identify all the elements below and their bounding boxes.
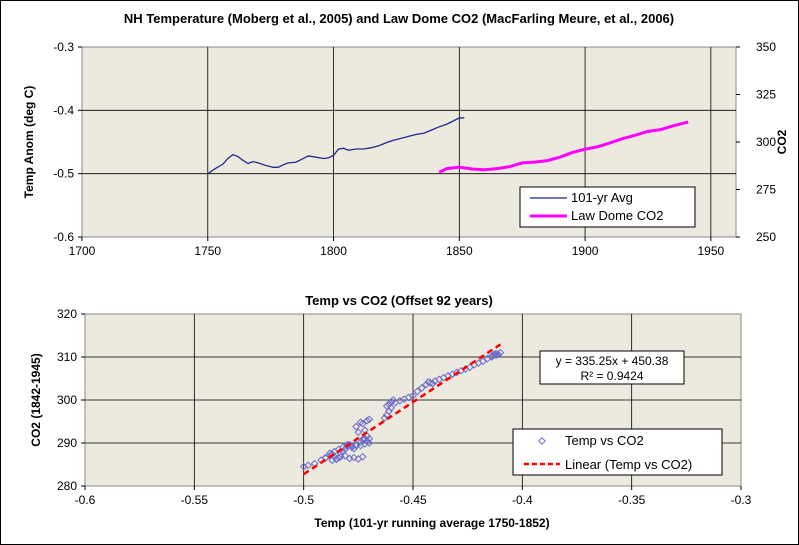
scatter-point bbox=[492, 349, 501, 358]
chart2-legend-box bbox=[512, 428, 723, 476]
scatter-point bbox=[336, 452, 345, 461]
chart2-legend-swatch-scatter bbox=[538, 437, 546, 445]
scatter-point bbox=[345, 454, 354, 463]
chart1-x-ticks: 1700 1750 1800 1850 1900 1950 bbox=[69, 237, 725, 258]
series-law-dome-co2-line bbox=[438, 120, 689, 174]
chart1-x-tick-label: 1700 bbox=[69, 244, 96, 258]
chart2-y-tick-label: 280 bbox=[57, 479, 77, 493]
scatter-point bbox=[413, 387, 422, 396]
chart2-y-ticks: 280 290 300 310 320 bbox=[57, 307, 85, 493]
scatter-point bbox=[356, 438, 365, 447]
chart2-x-axis-label: Temp (101-yr running average 1750-1852) bbox=[314, 516, 549, 530]
scatter-point bbox=[328, 456, 337, 465]
chart1-y-axis-label: Temp Anom (deg C) bbox=[22, 86, 36, 199]
chart1-x-tick-label: 1950 bbox=[697, 244, 724, 258]
scatter-point bbox=[350, 453, 358, 462]
chart1-legend-101yr: 101-yr Avg bbox=[571, 190, 633, 205]
scatter-point bbox=[341, 451, 350, 460]
chart1-legend-box bbox=[519, 186, 696, 228]
chart2-x-tick-label: -0.35 bbox=[618, 493, 646, 507]
chart1-y-ticks: -0.6 -0.5 -0.4 -0.3 bbox=[53, 40, 82, 244]
scatter-point bbox=[358, 452, 367, 461]
chart1-x-tick-label: 1800 bbox=[320, 244, 347, 258]
chart2-y-tick-label: 320 bbox=[57, 307, 77, 321]
chart1-x-tick-label: 1850 bbox=[446, 244, 473, 258]
chart1-x-tick-label: 1750 bbox=[194, 244, 221, 258]
scatter-point bbox=[365, 434, 374, 443]
chart2-x-tick-label: -0.55 bbox=[181, 493, 209, 507]
chart2-x-tick-label: -0.5 bbox=[293, 493, 314, 507]
chart1-y-tick-label: -0.4 bbox=[53, 103, 74, 117]
scatter-point bbox=[489, 350, 498, 359]
scatter-point bbox=[352, 422, 361, 431]
chart2-y-axis-label: CO2 (1842-1945) bbox=[29, 353, 43, 446]
chart1-series bbox=[207, 117, 689, 175]
chart1-y2-tick-label: 325 bbox=[756, 88, 776, 102]
chart2-x-tick-label: -0.4 bbox=[512, 493, 533, 507]
chart1-x-tick-label: 1900 bbox=[572, 244, 599, 258]
scatter-point bbox=[487, 352, 496, 361]
scatter-point bbox=[428, 379, 437, 388]
chart1-y2-ticks: 250 275 300 325 350 bbox=[736, 40, 776, 244]
scatter-point bbox=[358, 419, 367, 428]
chart1-title: NH Temperature (Moberg et al., 2005) and… bbox=[124, 11, 674, 26]
chart2-series bbox=[299, 343, 505, 476]
trendline-equation-box bbox=[539, 350, 685, 385]
chart1-y2-tick-label: 250 bbox=[756, 230, 776, 244]
chart1-y-tick-label: -0.5 bbox=[53, 167, 74, 181]
chart1-y-tick-label: -0.3 bbox=[53, 40, 74, 54]
scatter-point bbox=[299, 462, 308, 471]
scatter-point bbox=[424, 378, 433, 386]
scatter-point bbox=[304, 461, 312, 470]
chart1-y2-axis-label: CO2 bbox=[775, 129, 789, 154]
trendline-r-squared: R² = 0.9424 bbox=[580, 369, 643, 383]
scatter-point bbox=[385, 407, 393, 416]
chart2-x-ticks: -0.6 -0.55 -0.5 -0.45 -0.4 -0.35 -0.3 bbox=[75, 486, 752, 507]
chart1-y-tick-label: -0.6 bbox=[53, 230, 74, 244]
scatter-point bbox=[350, 444, 358, 453]
scatter-point bbox=[365, 415, 374, 424]
scatter-point bbox=[363, 416, 371, 425]
scatter-point bbox=[382, 402, 391, 410]
chart1-legend: 101-yr Avg Law Dome CO2 bbox=[519, 186, 696, 228]
chart2-legend-scatter: Temp vs CO2 bbox=[565, 433, 644, 448]
chart1-y2-tick-label: 300 bbox=[756, 135, 776, 149]
scatter-point bbox=[387, 397, 396, 406]
scatter-point bbox=[354, 428, 363, 437]
chart1-legend-co2: Law Dome CO2 bbox=[571, 208, 663, 223]
series-101yr-avg-line bbox=[207, 117, 465, 175]
chart2-y-tick-label: 290 bbox=[57, 436, 77, 450]
chart2-y-tick-label: 310 bbox=[57, 350, 77, 364]
scatter-point bbox=[352, 441, 361, 450]
scatter-point bbox=[360, 439, 369, 448]
scatter-point bbox=[496, 348, 505, 357]
scatter-point bbox=[365, 439, 374, 447]
scatter-point bbox=[417, 384, 426, 392]
chart-temp-vs-co2: Temp vs CO2 (Offset 92 years) -0.6 -0.55-… bbox=[29, 293, 752, 530]
scatter-point bbox=[330, 447, 339, 456]
chart2-legend-linear: Linear (Temp vs CO2) bbox=[565, 457, 692, 472]
legend-diamond-marker bbox=[538, 437, 546, 445]
chart2-x-tick-label: -0.6 bbox=[75, 493, 96, 507]
chart2-x-tick-label: -0.45 bbox=[399, 493, 427, 507]
chart2-y-tick-label: 300 bbox=[57, 393, 77, 407]
scatter-point bbox=[380, 414, 389, 422]
chart-temperature-co2: NH Temperature (Moberg et al., 2005) and… bbox=[22, 11, 789, 258]
chart2-title: Temp vs CO2 (Offset 92 years) bbox=[305, 293, 493, 308]
chart1-y2-tick-label: 350 bbox=[756, 40, 776, 54]
trendline-equation: y = 335.25x + 450.38 R² = 0.9424 bbox=[539, 350, 685, 385]
chart1-y2-tick-label: 275 bbox=[756, 183, 776, 197]
chart2-legend: Temp vs CO2 Linear (Temp vs CO2) bbox=[512, 428, 723, 476]
scatter-point bbox=[356, 418, 365, 427]
scatter-point bbox=[409, 391, 417, 400]
trendline-equation-text: y = 335.25x + 450.38 bbox=[556, 354, 669, 368]
chart2-x-tick-label: -0.3 bbox=[731, 493, 752, 507]
